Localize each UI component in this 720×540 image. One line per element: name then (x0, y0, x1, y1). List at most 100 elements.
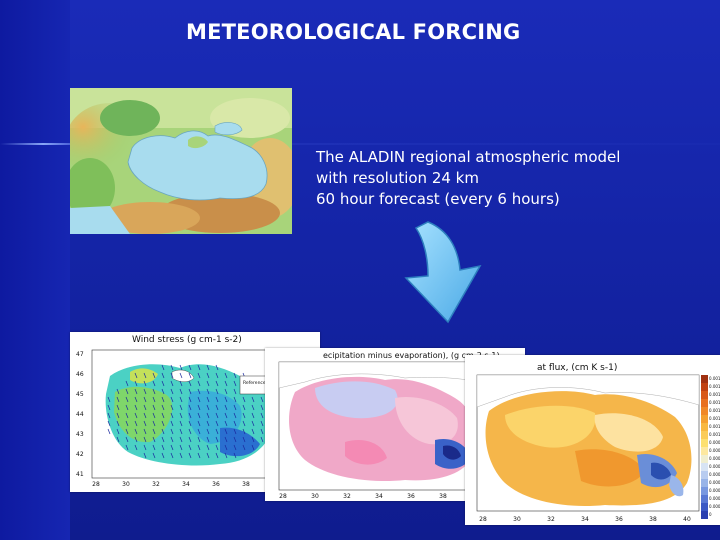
wind-vector (197, 372, 201, 379)
wind-vector (125, 444, 129, 451)
wind-vector (161, 380, 165, 387)
wind-vector (161, 420, 165, 427)
wind-vector (206, 452, 210, 459)
color-scale-swatch (701, 503, 708, 511)
y-tick-label: 44 (76, 411, 84, 418)
wind-vector (188, 436, 192, 443)
color-scale-swatch (701, 455, 708, 463)
x-tick-label: 38 (649, 516, 657, 523)
wind-vector (179, 444, 183, 451)
wind-vector (125, 428, 129, 435)
wind-vector (116, 420, 120, 427)
decorative-accent-line (0, 143, 720, 145)
color-scale-value: 0.0001 (709, 504, 720, 509)
wind-vector (197, 364, 201, 371)
wind-vector (197, 420, 201, 427)
wind-vector (152, 420, 156, 427)
wind-vector (134, 436, 138, 443)
wind-vector (116, 388, 120, 395)
wind-vector (233, 452, 237, 459)
wind-vector (143, 372, 147, 379)
color-scale-swatch (701, 439, 708, 447)
wind-vector (152, 388, 156, 395)
wind-vector (215, 412, 219, 419)
wind-vector (170, 412, 174, 419)
wind-vector (242, 436, 246, 443)
wind-vector (134, 428, 138, 435)
wind-vector (116, 404, 120, 411)
wind-vector (242, 444, 246, 451)
wind-vector (170, 436, 174, 443)
wind-vector (143, 444, 147, 451)
wind-vector (143, 420, 147, 427)
color-scale-value: 0.0005 (709, 472, 720, 477)
wind-vector (161, 428, 165, 435)
color-scale-value: 0.0012 (709, 416, 720, 421)
wind-vector (188, 388, 192, 395)
wind-vector (197, 452, 201, 459)
wind-vector (233, 372, 237, 379)
wind-vector (161, 364, 165, 371)
wind-vector (233, 444, 237, 451)
wind-vector (161, 452, 165, 459)
wind-vector (188, 380, 192, 387)
wind-vector (197, 428, 201, 435)
wind-vector (116, 428, 120, 435)
wind-vector (206, 444, 210, 451)
wind-vector (206, 388, 210, 395)
wind-vector (215, 380, 219, 387)
color-scale-value: 0.0014 (709, 400, 720, 405)
wind-vector (233, 428, 237, 435)
x-tick-label: 32 (343, 493, 351, 500)
color-scale-value: 0.0017 (709, 376, 720, 381)
wind-vector (179, 380, 183, 387)
wind-vector (233, 420, 237, 427)
x-tick-label: 30 (513, 516, 521, 523)
y-tick-label: 45 (76, 391, 84, 398)
wind-vector (224, 412, 228, 419)
wind-vector (179, 404, 183, 411)
wind-vector (197, 412, 201, 419)
wind-vector (233, 388, 237, 395)
color-scale-swatch (701, 375, 708, 383)
wind-vector (179, 436, 183, 443)
color-scale-swatch (701, 391, 708, 399)
wind-vector (107, 420, 111, 427)
x-tick-label: 32 (547, 516, 555, 523)
wind-vector (143, 388, 147, 395)
wind-vector (143, 436, 147, 443)
wind-vector (134, 380, 138, 387)
color-scale-value: 0.0003 (709, 488, 720, 493)
x-tick-label: 28 (279, 493, 287, 500)
wind-vector (152, 444, 156, 451)
wind-vector (224, 388, 228, 395)
wind-vector (170, 396, 174, 403)
wind-vector (206, 412, 210, 419)
color-scale-value: 0.0007 (709, 456, 720, 461)
wind-vector (242, 428, 246, 435)
wind-vector (161, 412, 165, 419)
wind-vector (179, 420, 183, 427)
y-tick-label: 41 (76, 471, 84, 478)
wind-vector (206, 420, 210, 427)
wind-vector (233, 380, 237, 387)
wind-vector (215, 388, 219, 395)
wind-vector (197, 380, 201, 387)
wind-vector (125, 396, 129, 403)
wind-vector (134, 372, 138, 379)
x-tick-label: 34 (581, 516, 589, 523)
wind-vector (242, 404, 246, 411)
description-line-3: 60 hour forecast (every 6 hours) (316, 190, 560, 208)
wind-vector (260, 404, 264, 411)
down-arrow-icon (398, 218, 498, 328)
wind-vector (170, 444, 174, 451)
color-scale-swatch (701, 487, 708, 495)
wind-vector (215, 428, 219, 435)
x-tick-label: 30 (122, 481, 130, 488)
wind-vector (197, 444, 201, 451)
x-tick-label: 28 (479, 516, 487, 523)
wind-vector (215, 452, 219, 459)
wind-vector (224, 452, 228, 459)
wind-vector (152, 428, 156, 435)
